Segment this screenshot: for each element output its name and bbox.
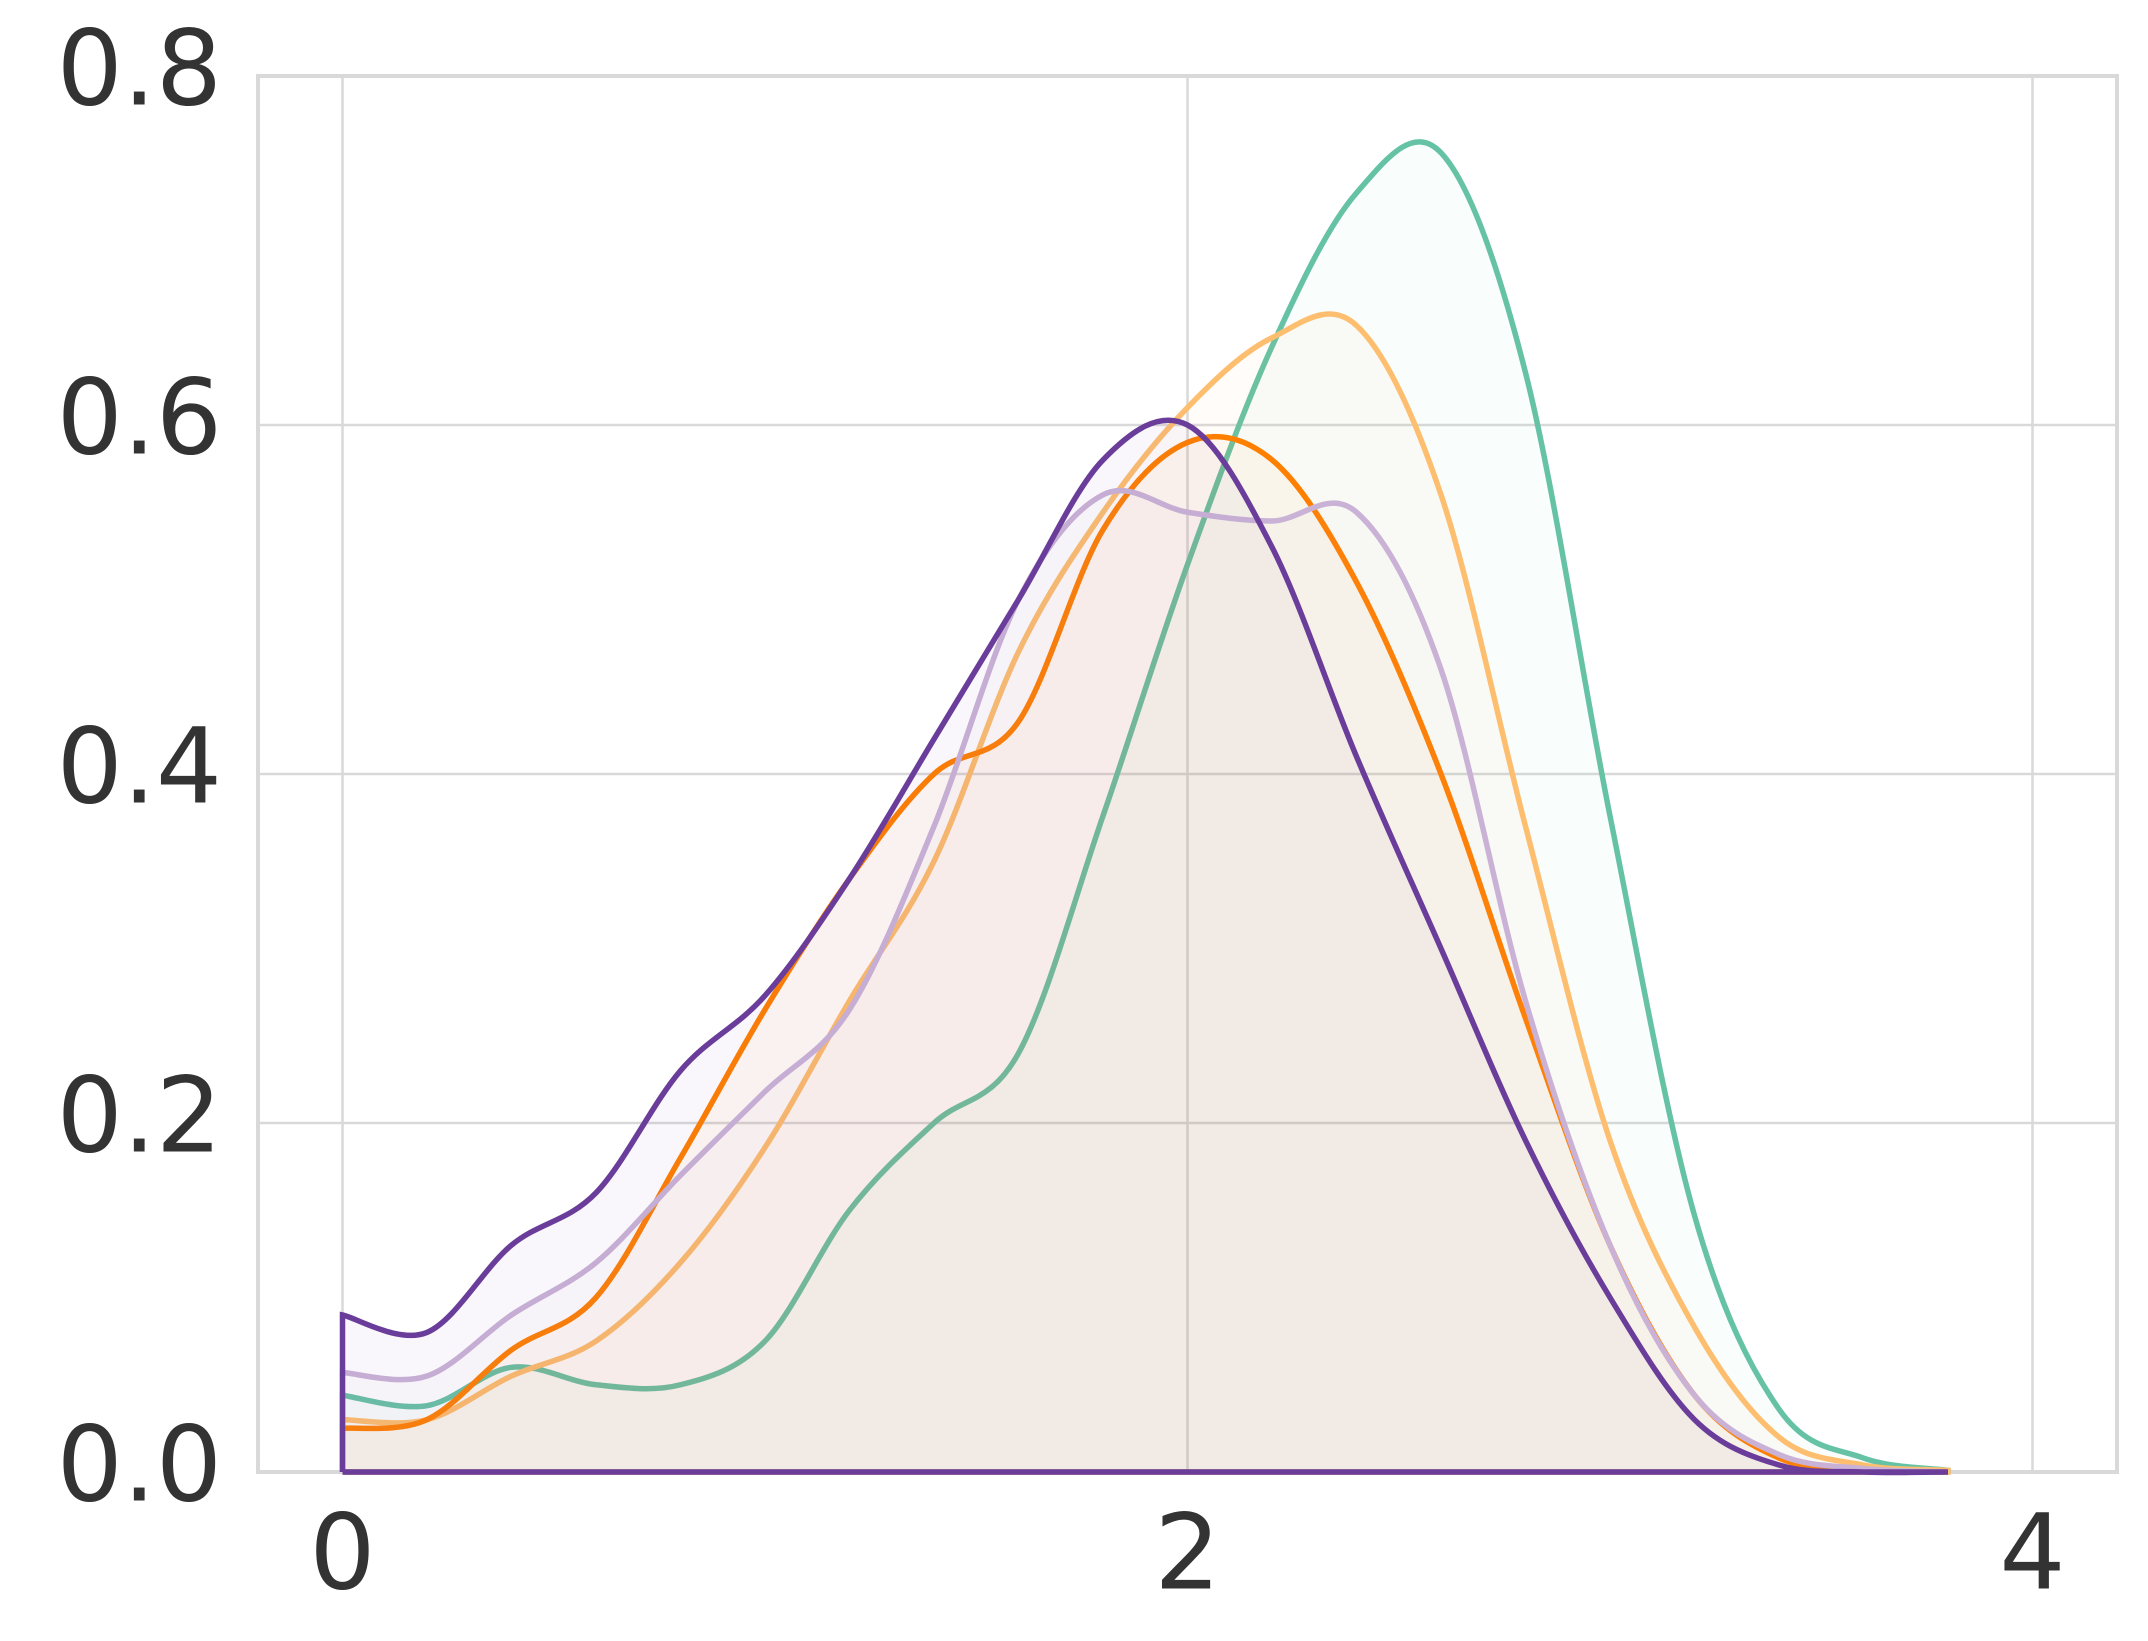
density-line [339,311,1951,1475]
x-tick-label: 0 [309,1491,375,1613]
x-tick-label: 2 [1154,1491,1220,1613]
x-tick-label: 4 [1999,1491,2065,1613]
density-line [339,487,1949,1475]
area [342,436,1948,1473]
area [342,420,1948,1473]
y-tick-label: 0.0 [57,1403,222,1525]
y-tick-label: 0.2 [57,1054,222,1176]
y-tick-label: 0.6 [57,356,222,478]
y-tick-label: 0.4 [57,705,222,827]
density-line [339,417,1949,1476]
y-tick-label: 0.8 [57,7,222,129]
area [342,490,1948,1472]
